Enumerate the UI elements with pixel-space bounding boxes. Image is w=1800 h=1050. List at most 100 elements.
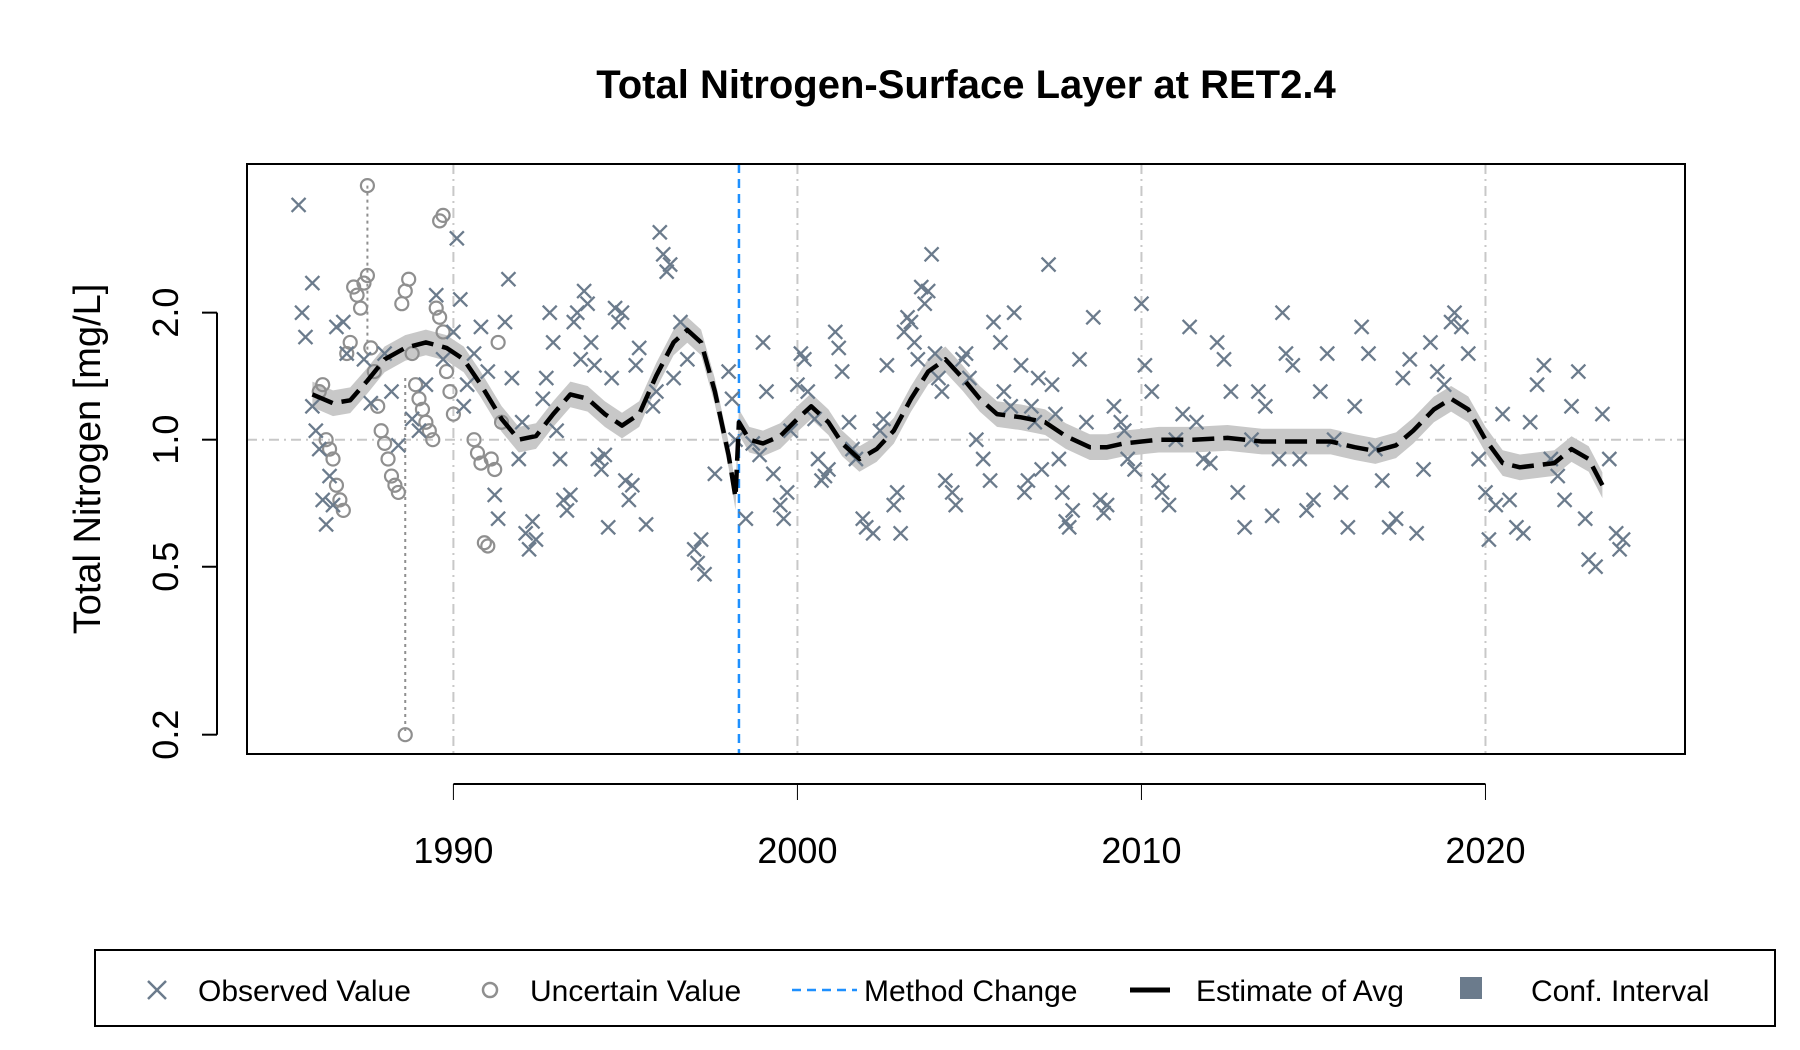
observed-point: [910, 351, 926, 368]
observed-point: [586, 357, 603, 374]
observed-point: [1143, 383, 1160, 400]
observed-point: [514, 414, 531, 431]
legend-method-change: Method Change: [792, 975, 1078, 1008]
observed-point: [1229, 484, 1246, 501]
observed-point: [1013, 357, 1029, 374]
observed-point: [1002, 398, 1019, 415]
confidence-band: [312, 317, 1603, 511]
observed-point: [996, 383, 1012, 400]
observed-point: [1312, 383, 1329, 400]
observed-point: [1381, 519, 1397, 536]
observed-point: [727, 431, 744, 448]
observed-point: [1095, 505, 1112, 521]
observed-point: [961, 370, 978, 386]
observed-point: [854, 510, 871, 527]
observed-point: [1033, 461, 1050, 478]
observed-point: [1594, 406, 1611, 422]
legend-observed: Observed Value: [147, 975, 411, 1008]
observed-point: [314, 492, 331, 508]
observed-point: [1264, 508, 1280, 524]
observed-point: [435, 351, 451, 368]
observed-point: [1023, 398, 1040, 415]
uncertain-point: [359, 177, 376, 194]
observed-point: [1415, 461, 1432, 478]
observed-point: [562, 487, 579, 503]
observed-point: [1401, 351, 1418, 368]
observed-point: [1570, 363, 1587, 380]
observed-point: [583, 334, 599, 351]
observed-point: [841, 414, 857, 431]
observed-point: [1209, 334, 1225, 351]
observed-point: [927, 345, 943, 362]
legend-label-estimate: Estimate of Avg: [1196, 975, 1404, 1008]
observed-point: [930, 370, 947, 386]
observed-point: [958, 345, 974, 362]
observed-point: [1443, 314, 1459, 330]
observed-point: [1236, 519, 1253, 536]
observed-point: [541, 304, 558, 321]
observed-point: [885, 497, 902, 513]
observed-point: [1549, 468, 1566, 484]
observed-points: [290, 197, 1631, 583]
observed-point: [1161, 497, 1177, 513]
observed-point: [1064, 502, 1081, 519]
observed-point: [1346, 398, 1363, 415]
uncertain-point: [373, 423, 389, 439]
observed-point: [903, 314, 919, 330]
uncertain-point: [397, 727, 413, 743]
observed-point: [1477, 484, 1494, 501]
observed-point: [555, 492, 572, 508]
uncertain-point: [377, 435, 393, 451]
observed-point: [1305, 492, 1322, 508]
observed-point: [1395, 370, 1411, 386]
observed-point: [1536, 357, 1552, 374]
observed-point: [466, 345, 482, 362]
observed-point: [607, 300, 623, 316]
legend-label-observed: Observed Value: [198, 975, 411, 1008]
observed-point: [830, 340, 847, 356]
observed-point: [834, 363, 850, 380]
legend-label-uncertain: Uncertain Value: [530, 975, 741, 1008]
observed-point: [1319, 345, 1336, 362]
observed-point: [1494, 406, 1511, 422]
observed-point: [672, 314, 689, 330]
observed-point: [1061, 519, 1078, 536]
uncertain-point: [421, 423, 437, 439]
observed-point: [307, 422, 324, 439]
observed-point: [1360, 345, 1377, 362]
y-tick-label: 2.0: [145, 288, 186, 338]
observed-point: [655, 246, 672, 263]
uncertain-point: [476, 535, 492, 551]
observed-point: [1119, 451, 1136, 467]
uncertain-point: [407, 377, 424, 393]
observed-point: [968, 431, 985, 448]
observed-point: [1446, 304, 1463, 321]
observed-point: [455, 398, 472, 415]
observed-point: [318, 516, 334, 533]
uncertain-point: [435, 207, 451, 223]
observed-point: [517, 525, 534, 542]
confidence-band-area: [312, 317, 1603, 511]
observed-point: [304, 275, 321, 291]
uncertain-points: [311, 177, 510, 743]
uncertain-point: [404, 345, 420, 362]
observed-point: [610, 314, 627, 330]
y-tick-label: 0.5: [145, 542, 186, 592]
legend-label-conf-interval: Conf. Interval: [1531, 975, 1709, 1008]
uncertain-point: [356, 275, 372, 291]
observed-point: [1481, 531, 1497, 548]
observed-point: [338, 345, 355, 362]
uncertain-point: [387, 477, 403, 493]
observed-point: [596, 447, 613, 463]
observed-point: [297, 329, 314, 345]
uncertain-point: [466, 432, 482, 448]
observed-point: [1460, 345, 1477, 362]
observed-point: [445, 324, 462, 340]
uncertain-point: [428, 300, 444, 316]
observed-point: [535, 390, 551, 407]
observed-point: [428, 287, 445, 303]
observed-point: [806, 411, 823, 427]
observed-point: [947, 497, 964, 513]
uncertain-point: [359, 267, 376, 284]
